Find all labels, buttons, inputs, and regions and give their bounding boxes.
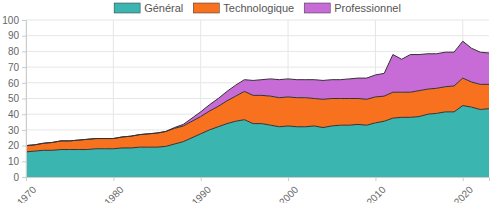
tick-label: 50 [8,93,20,104]
tick-mark [201,177,202,181]
grid [26,20,489,177]
tick: 1970 [15,177,39,203]
legend-item: Général [114,2,183,14]
tick-label: 1990 [190,184,214,203]
tick: 1990 [190,177,214,203]
legend-item: Technologique [193,2,294,14]
tick-mark [22,36,26,37]
tick: 20 [8,140,26,151]
legend-swatch [304,3,330,13]
tick-mark [26,177,27,181]
tick-label: 70 [8,62,20,73]
tick-mark [22,161,26,162]
tick: 10 [8,156,26,167]
grid-line [26,51,489,52]
tick-label: 0 [13,172,19,183]
tick-label: 100 [2,15,19,26]
tick-mark [22,99,26,100]
tick-label: 2020 [452,184,476,203]
tick-mark [375,177,376,181]
legend-label: Professionnel [334,2,401,14]
tick-mark [22,114,26,115]
tick: 2000 [277,177,301,203]
tick: 0 [13,172,26,183]
legend-item: Professionnel [304,2,401,14]
area-outline [26,106,489,152]
grid-line [26,20,489,21]
legend-swatch [193,3,219,13]
plot: 0 10 20 30 40 50 60 70 80 90 100 1970 1980 1990 2000 20… [2,15,489,203]
tick-label: 2010 [364,184,388,203]
tick-mark [113,177,114,181]
x-axis: 1970 1980 1990 2000 2010 2020 [15,177,490,203]
tick: 90 [8,30,26,41]
legend: Général Technologique Professionnel [114,2,401,14]
axis-line [22,21,27,178]
tick-label: 1970 [15,184,39,203]
tick-mark [22,83,26,84]
axis-line [27,178,490,182]
legend-label: Technologique [223,2,294,14]
tick: 50 [8,93,26,104]
grid-line [26,35,489,36]
legend-swatch [114,3,140,13]
tick: 40 [8,109,26,120]
y-axis: 0 10 20 30 40 50 60 70 80 90 100 [2,15,26,183]
tick-label: 1980 [102,184,126,203]
tick-label: 30 [8,125,20,136]
tick: 60 [8,78,26,89]
areas [26,41,489,177]
tick-label: 80 [8,46,20,57]
tick-mark [22,67,26,68]
tick-mark [463,177,464,181]
tick: 70 [8,62,26,73]
tick-label: 60 [8,78,20,89]
area-outline [26,41,489,145]
tick-mark [22,51,26,52]
tick: 100 [2,15,26,26]
tick-label: 10 [8,156,20,167]
area-outline [26,78,489,146]
tick-mark [22,146,26,147]
area [26,41,489,145]
tick: 80 [8,46,26,57]
tick: 1980 [102,177,126,203]
tick-mark [22,20,26,21]
tick: 2010 [364,177,388,203]
tick-label: 2000 [277,184,301,203]
tick-label: 90 [8,30,20,41]
tick-mark [22,130,26,131]
tick-label: 40 [8,109,20,120]
tick: 2020 [452,177,476,203]
chart: 0 10 20 30 40 50 60 70 80 90 100 1970 1980 1990 2000 20… [0,0,497,203]
tick-mark [22,177,26,178]
legend-label: Général [144,2,183,14]
tick-label: 20 [8,140,20,151]
tick-mark [288,177,289,181]
tick: 30 [8,125,26,136]
